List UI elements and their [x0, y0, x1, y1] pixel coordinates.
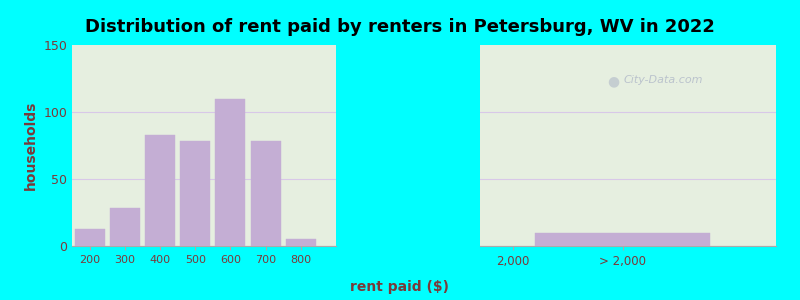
- Bar: [110, 208, 140, 246]
- Bar: [145, 135, 175, 246]
- Bar: [286, 239, 316, 246]
- Bar: [180, 142, 210, 246]
- Text: ●: ●: [607, 74, 619, 88]
- Text: rent paid ($): rent paid ($): [350, 280, 450, 294]
- Bar: [74, 229, 105, 246]
- Bar: [250, 142, 281, 246]
- Text: City-Data.com: City-Data.com: [624, 75, 703, 85]
- Text: Distribution of rent paid by renters in Petersburg, WV in 2022: Distribution of rent paid by renters in …: [85, 18, 715, 36]
- Y-axis label: households: households: [24, 101, 38, 190]
- Bar: [535, 232, 710, 246]
- Bar: [215, 99, 246, 246]
